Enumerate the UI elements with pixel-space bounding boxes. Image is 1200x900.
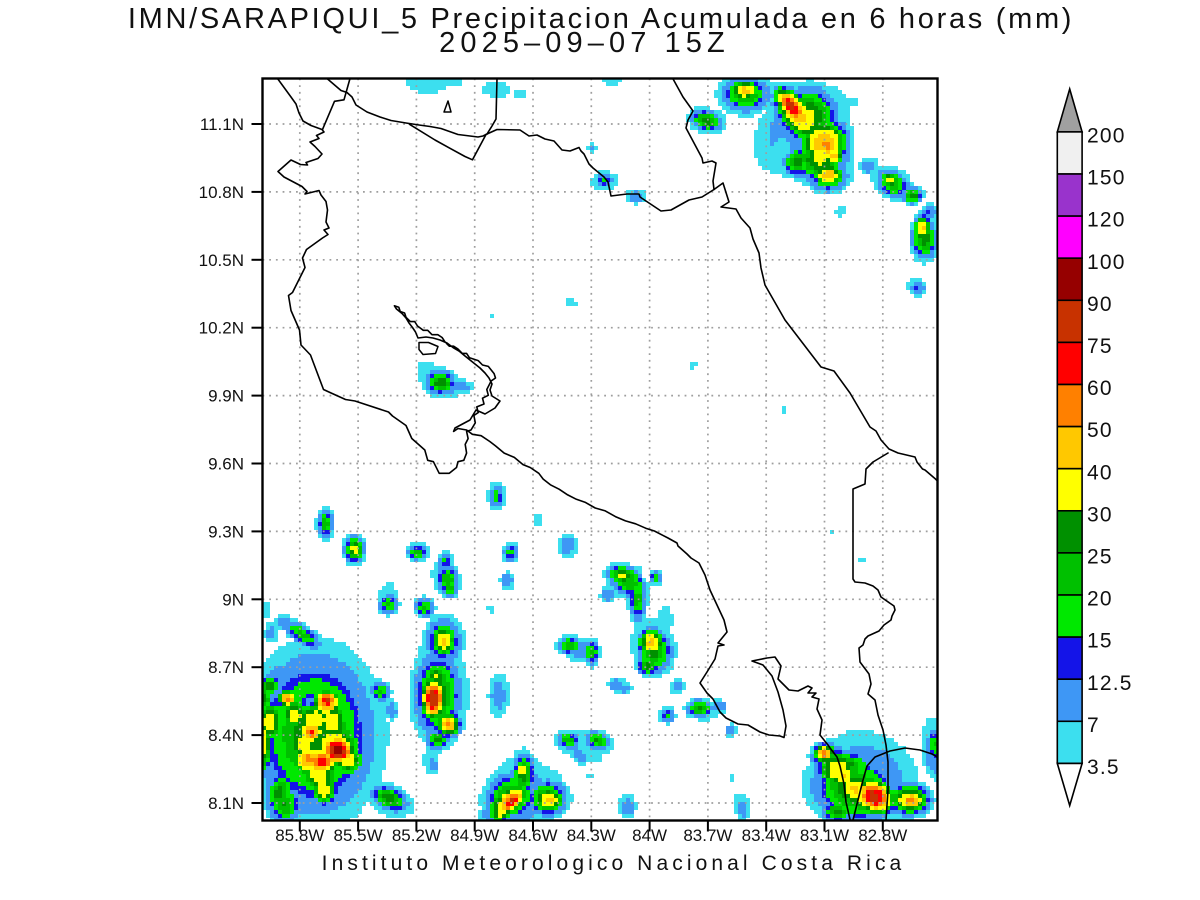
svg-text:12.5: 12.5 [1087, 672, 1133, 695]
svg-text:50: 50 [1087, 419, 1113, 442]
svg-text:15: 15 [1087, 630, 1113, 653]
svg-text:84W: 84W [632, 826, 667, 845]
svg-text:83.1W: 83.1W [800, 826, 849, 845]
svg-text:Instituto Meteorologico Nacion: Instituto Meteorologico Nacional Costa R… [322, 852, 906, 875]
svg-text:84.6W: 84.6W [508, 826, 557, 845]
svg-text:8.4N: 8.4N [208, 726, 244, 745]
svg-text:30: 30 [1087, 503, 1113, 526]
svg-text:90: 90 [1087, 293, 1113, 316]
svg-text:83.4W: 83.4W [742, 826, 791, 845]
svg-text:11.1N: 11.1N [200, 115, 244, 134]
svg-text:3.5: 3.5 [1087, 756, 1120, 779]
svg-text:75: 75 [1087, 335, 1113, 358]
svg-text:20: 20 [1087, 588, 1113, 611]
svg-text:10.2N: 10.2N [199, 319, 244, 338]
svg-text:84.3W: 84.3W [567, 826, 616, 845]
svg-text:8.7N: 8.7N [208, 658, 244, 677]
svg-text:84.9W: 84.9W [450, 826, 499, 845]
svg-text:120: 120 [1087, 209, 1126, 232]
svg-text:25: 25 [1087, 546, 1113, 569]
svg-text:85.2W: 85.2W [392, 826, 441, 845]
svg-text:85.8W: 85.8W [275, 826, 324, 845]
svg-text:60: 60 [1087, 377, 1113, 400]
svg-text:9.3N: 9.3N [208, 522, 244, 541]
svg-text:40: 40 [1087, 461, 1113, 484]
svg-text:200: 200 [1087, 125, 1126, 148]
svg-text:10.8N: 10.8N [199, 183, 244, 202]
svg-text:85.5W: 85.5W [334, 826, 383, 845]
svg-text:9.6N: 9.6N [208, 455, 244, 474]
svg-text:10.5N: 10.5N [199, 251, 244, 270]
svg-text:150: 150 [1087, 167, 1126, 190]
svg-text:8.1N: 8.1N [208, 794, 244, 813]
svg-text:83.7W: 83.7W [683, 826, 732, 845]
svg-text:9.9N: 9.9N [208, 387, 244, 406]
svg-text:7: 7 [1087, 714, 1100, 737]
svg-text:IMN/SARAPIQUI_5 Precipitacion: IMN/SARAPIQUI_5 Precipitacion Acumulada … [128, 3, 1074, 35]
svg-text:82.8W: 82.8W [858, 826, 907, 845]
svg-text:9N: 9N [222, 590, 244, 609]
svg-text:100: 100 [1087, 251, 1126, 274]
svg-text:2025–09–07 15Z: 2025–09–07 15Z [439, 27, 730, 59]
